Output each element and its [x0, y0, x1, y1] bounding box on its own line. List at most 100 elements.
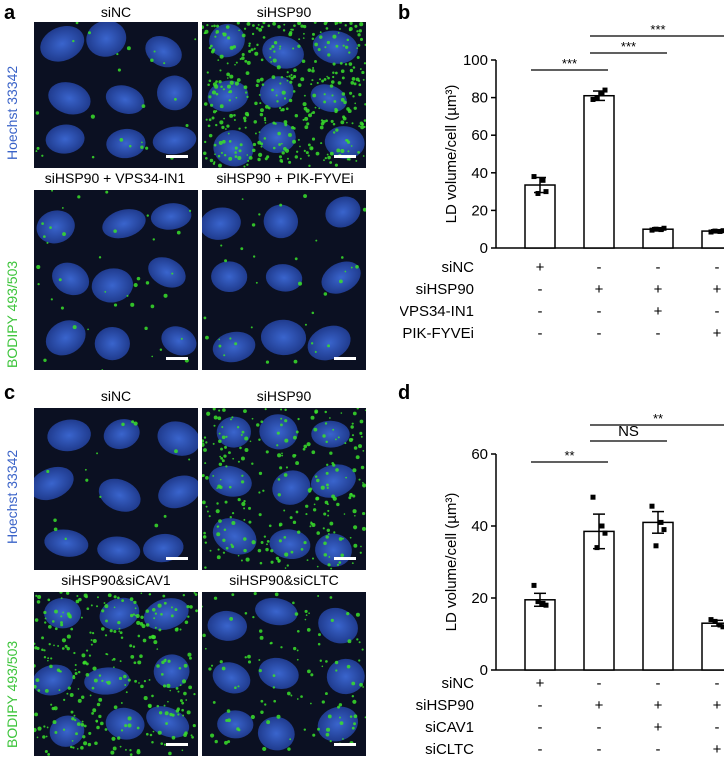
- lipid-droplet: [305, 109, 309, 113]
- lipid-droplet: [98, 715, 101, 718]
- lipid-droplet: [133, 645, 135, 647]
- lipid-droplet: [335, 669, 337, 671]
- lipid-droplet: [246, 164, 248, 166]
- lipid-droplet: [354, 107, 357, 110]
- lipid-droplet: [341, 69, 345, 73]
- lipid-droplet: [256, 282, 258, 284]
- lipid-droplet: [144, 696, 148, 700]
- lipid-droplet: [358, 93, 361, 96]
- lipid-droplet: [258, 491, 260, 493]
- condition-sign: -: [597, 675, 602, 692]
- lipid-droplet: [279, 523, 283, 527]
- lipid-droplet: [326, 483, 329, 486]
- lipid-droplet: [252, 616, 254, 618]
- lipid-droplet: [363, 155, 365, 157]
- lipid-droplet: [85, 595, 88, 598]
- lipid-droplet: [293, 521, 296, 524]
- lipid-droplet: [245, 448, 249, 452]
- lipid-droplet: [254, 592, 257, 595]
- lipid-droplet: [363, 126, 365, 128]
- lipid-droplet: [223, 354, 225, 356]
- lipid-droplet: [331, 494, 335, 498]
- lipid-droplet: [78, 699, 82, 703]
- lipid-droplet: [252, 33, 254, 35]
- lipid-droplet: [114, 595, 117, 598]
- lipid-droplet: [314, 43, 318, 47]
- lipid-droplet: [242, 34, 246, 38]
- lipid-droplet: [206, 24, 208, 26]
- lipid-droplet: [241, 56, 245, 60]
- lipid-droplet: [210, 550, 212, 552]
- condition-sign: +: [595, 281, 604, 298]
- lipid-droplet: [245, 91, 247, 93]
- lipid-droplet: [264, 117, 266, 119]
- lipid-droplet: [298, 139, 300, 141]
- lipid-droplet: [338, 436, 340, 438]
- data-point: [600, 524, 605, 529]
- panel-a-title-1: siNC: [34, 4, 198, 20]
- lipid-droplet: [351, 438, 353, 440]
- lipid-droplet: [312, 33, 315, 36]
- lipid-droplet: [273, 700, 276, 703]
- lipid-droplet: [118, 68, 121, 71]
- lipid-droplet: [324, 553, 327, 556]
- lipid-droplet: [333, 100, 336, 103]
- lipid-droplet: [346, 612, 349, 615]
- lipid-droplet: [141, 592, 143, 594]
- lipid-droplet: [352, 77, 356, 81]
- lipid-droplet: [185, 699, 187, 701]
- lipid-droplet: [153, 731, 155, 733]
- lipid-droplet: [221, 126, 224, 129]
- data-point: [659, 227, 664, 232]
- lipid-droplet: [230, 516, 232, 518]
- lipid-droplet: [235, 155, 238, 158]
- lipid-droplet: [42, 735, 45, 738]
- lipid-droplet: [254, 102, 257, 105]
- lipid-droplet: [253, 143, 256, 146]
- lipid-droplet: [98, 698, 102, 702]
- lipid-droplet: [238, 555, 240, 557]
- lipid-droplet: [119, 628, 121, 630]
- lipid-droplet: [326, 464, 328, 466]
- lipid-droplet: [220, 85, 223, 88]
- lipid-droplet: [213, 110, 216, 113]
- lipid-droplet: [234, 342, 237, 345]
- lipid-droplet: [345, 46, 348, 49]
- lipid-droplet: [219, 456, 221, 458]
- lipid-droplet: [327, 41, 330, 44]
- lipid-droplet: [359, 479, 361, 481]
- lipid-droplet: [258, 439, 260, 441]
- lipid-droplet: [204, 141, 206, 143]
- lipid-droplet: [350, 537, 352, 539]
- lipid-droplet: [35, 618, 39, 622]
- micrograph-a-sinc: [34, 22, 198, 168]
- lipid-droplet: [270, 549, 273, 552]
- lipid-droplet: [183, 733, 187, 737]
- lipid-droplet: [211, 665, 213, 667]
- lipid-droplet: [159, 711, 162, 714]
- lipid-droplet: [113, 666, 115, 668]
- lipid-droplet: [216, 502, 218, 504]
- lipid-droplet: [306, 122, 309, 125]
- lipid-droplet: [46, 470, 49, 473]
- lipid-droplet: [274, 123, 276, 125]
- lipid-droplet: [97, 703, 101, 707]
- lipid-droplet: [314, 60, 317, 63]
- lipid-droplet: [54, 731, 57, 734]
- lipid-droplet: [43, 359, 46, 362]
- lipid-droplet: [319, 78, 321, 80]
- lipid-droplet: [344, 513, 346, 515]
- lipid-droplet: [37, 689, 40, 692]
- lipid-droplet: [203, 532, 206, 535]
- lipid-droplet: [356, 613, 360, 617]
- lipid-droplet: [330, 596, 333, 599]
- lipid-droplet: [276, 100, 278, 102]
- lipid-droplet: [218, 439, 222, 443]
- lipid-droplet: [124, 724, 127, 727]
- lipid-droplet: [88, 743, 91, 746]
- lipid-droplet: [134, 422, 138, 426]
- lipid-droplet: [306, 614, 308, 616]
- lipid-droplet: [123, 675, 127, 679]
- lipid-droplet: [325, 660, 328, 663]
- lipid-droplet: [261, 541, 264, 544]
